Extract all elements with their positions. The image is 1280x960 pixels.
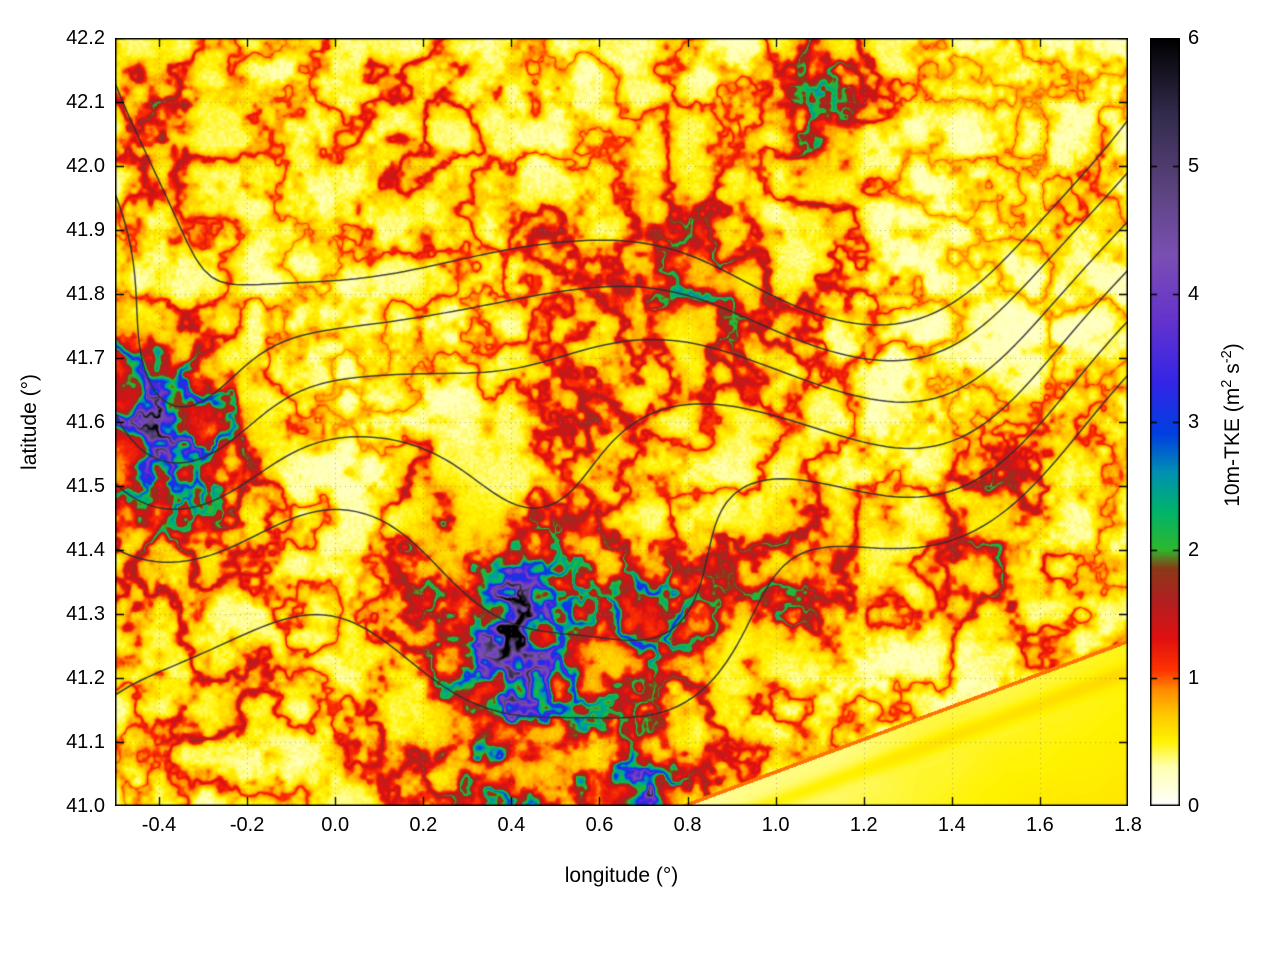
x-tick-label: 0.6	[585, 814, 614, 836]
x-tick-label: 1.6	[1026, 814, 1054, 836]
y-tick-label: 42.0	[66, 155, 105, 177]
heatmap-plot-canvas	[115, 38, 1128, 806]
y-tick-label: 41.2	[66, 667, 105, 689]
colorbar-tick-label: 3	[1188, 411, 1200, 433]
y-tick-label: 41.0	[66, 795, 105, 817]
x-tick-label: -0.4	[141, 814, 177, 836]
y-tick-label: 41.6	[66, 411, 105, 433]
colorbar-tick-label: 2	[1188, 539, 1200, 561]
x-tick-label: 1.0	[761, 814, 790, 836]
y-tick-label: 42.1	[66, 91, 105, 113]
y-tick-label: 41.5	[66, 475, 105, 497]
colorbar-title-text-3: )	[1221, 343, 1244, 351]
y-tick-label: 41.4	[66, 539, 105, 561]
x-tick-label: 1.2	[849, 814, 878, 836]
colorbar-canvas	[1150, 38, 1180, 806]
colorbar-tick-label: 4	[1188, 283, 1200, 305]
x-tick-label: 0.0	[321, 814, 350, 836]
y-axis-title: latitude (°)	[18, 374, 41, 470]
colorbar-tick-label: 1	[1188, 667, 1200, 689]
x-axis-title: longitude (°)	[564, 864, 679, 887]
y-tick-label: 41.8	[66, 283, 105, 305]
colorbar-title-text-2: s	[1221, 363, 1244, 380]
y-tick-label: 41.3	[66, 603, 105, 625]
x-tick-label: -0.2	[229, 814, 265, 836]
y-tick-label: 41.1	[66, 731, 105, 753]
y-tick-label: 41.9	[66, 219, 105, 241]
x-tick-label: 0.4	[497, 814, 526, 836]
x-tick-label: 1.8	[1114, 814, 1142, 836]
colorbar-tick-label: 5	[1188, 155, 1200, 177]
y-tick-label: 42.2	[66, 27, 105, 49]
colorbar-title-text-1: 10m-TKE (m	[1221, 387, 1244, 507]
x-tick-label: 0.8	[673, 814, 702, 836]
colorbar-title-sup-2: -2	[1219, 350, 1235, 364]
x-tick-label: 1.4	[937, 814, 966, 836]
colorbar-title: 10m-TKE (m2 s-2)	[1219, 343, 1245, 507]
colorbar-tick-label: 6	[1188, 27, 1200, 49]
y-tick-label: 41.7	[66, 347, 105, 369]
colorbar-title-sup-1: 2	[1219, 379, 1235, 388]
colorbar-tick-label: 0	[1188, 795, 1200, 817]
x-tick-label: 0.2	[409, 814, 438, 836]
